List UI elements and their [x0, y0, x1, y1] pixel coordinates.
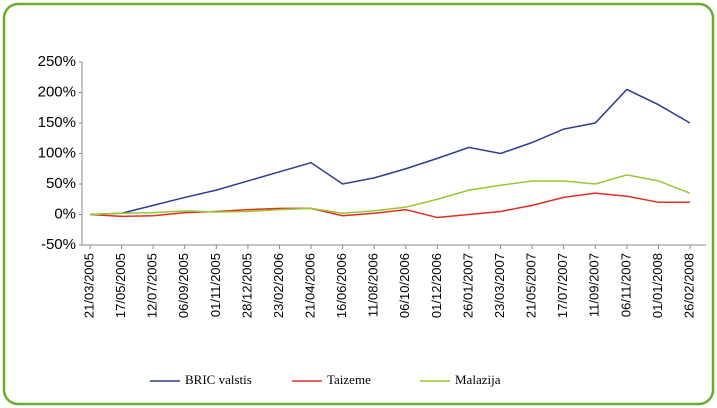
- x-tick-label: 01/12/2006: [429, 253, 444, 318]
- y-tick-label: -50%: [41, 236, 76, 253]
- x-tick-label: 28/12/2005: [239, 253, 254, 318]
- legend-label: BRIC valstis: [185, 372, 252, 387]
- legend-label: Taizeme: [327, 372, 371, 387]
- x-tick-label: 26/01/2007: [460, 253, 475, 318]
- series-line: [89, 88, 691, 216]
- y-tick-label: 150%: [38, 114, 76, 131]
- legend-label: Malazija: [455, 372, 501, 387]
- x-tick-label: 12/07/2005: [145, 253, 160, 318]
- x-tick-label: 26/02/2008: [681, 253, 696, 318]
- x-tick-label: 06/11/2007: [618, 253, 633, 317]
- x-tick-label: 11/08/2006: [366, 253, 381, 317]
- x-tick-label: 23/03/2007: [492, 253, 507, 318]
- y-tick-label: 200%: [38, 83, 76, 100]
- series-line: [89, 174, 691, 216]
- x-tick-label: 11/09/2007: [587, 253, 602, 317]
- x-tick-label: 06/09/2005: [176, 253, 191, 318]
- series-line: [89, 192, 690, 219]
- x-tick-label: 21/05/2007: [524, 253, 539, 318]
- y-tick-label: 50%: [46, 175, 76, 192]
- x-tick-label: 17/07/2007: [555, 253, 570, 318]
- x-tick-label: 01/01/2008: [650, 253, 665, 318]
- x-tick-label: 17/05/2005: [113, 253, 128, 318]
- x-tick-label: 21/04/2006: [302, 253, 317, 318]
- x-tick-label: 16/06/2006: [334, 253, 349, 318]
- x-tick-label: 23/02/2006: [271, 253, 286, 318]
- y-tick-label: 250%: [38, 53, 76, 70]
- x-tick-label: 01/11/2005: [208, 253, 223, 317]
- y-tick-label: 100%: [38, 144, 76, 161]
- y-tick-label: 0%: [54, 205, 76, 222]
- x-tick-label: 06/10/2006: [397, 253, 412, 318]
- x-tick-label: 21/03/2005: [81, 253, 96, 318]
